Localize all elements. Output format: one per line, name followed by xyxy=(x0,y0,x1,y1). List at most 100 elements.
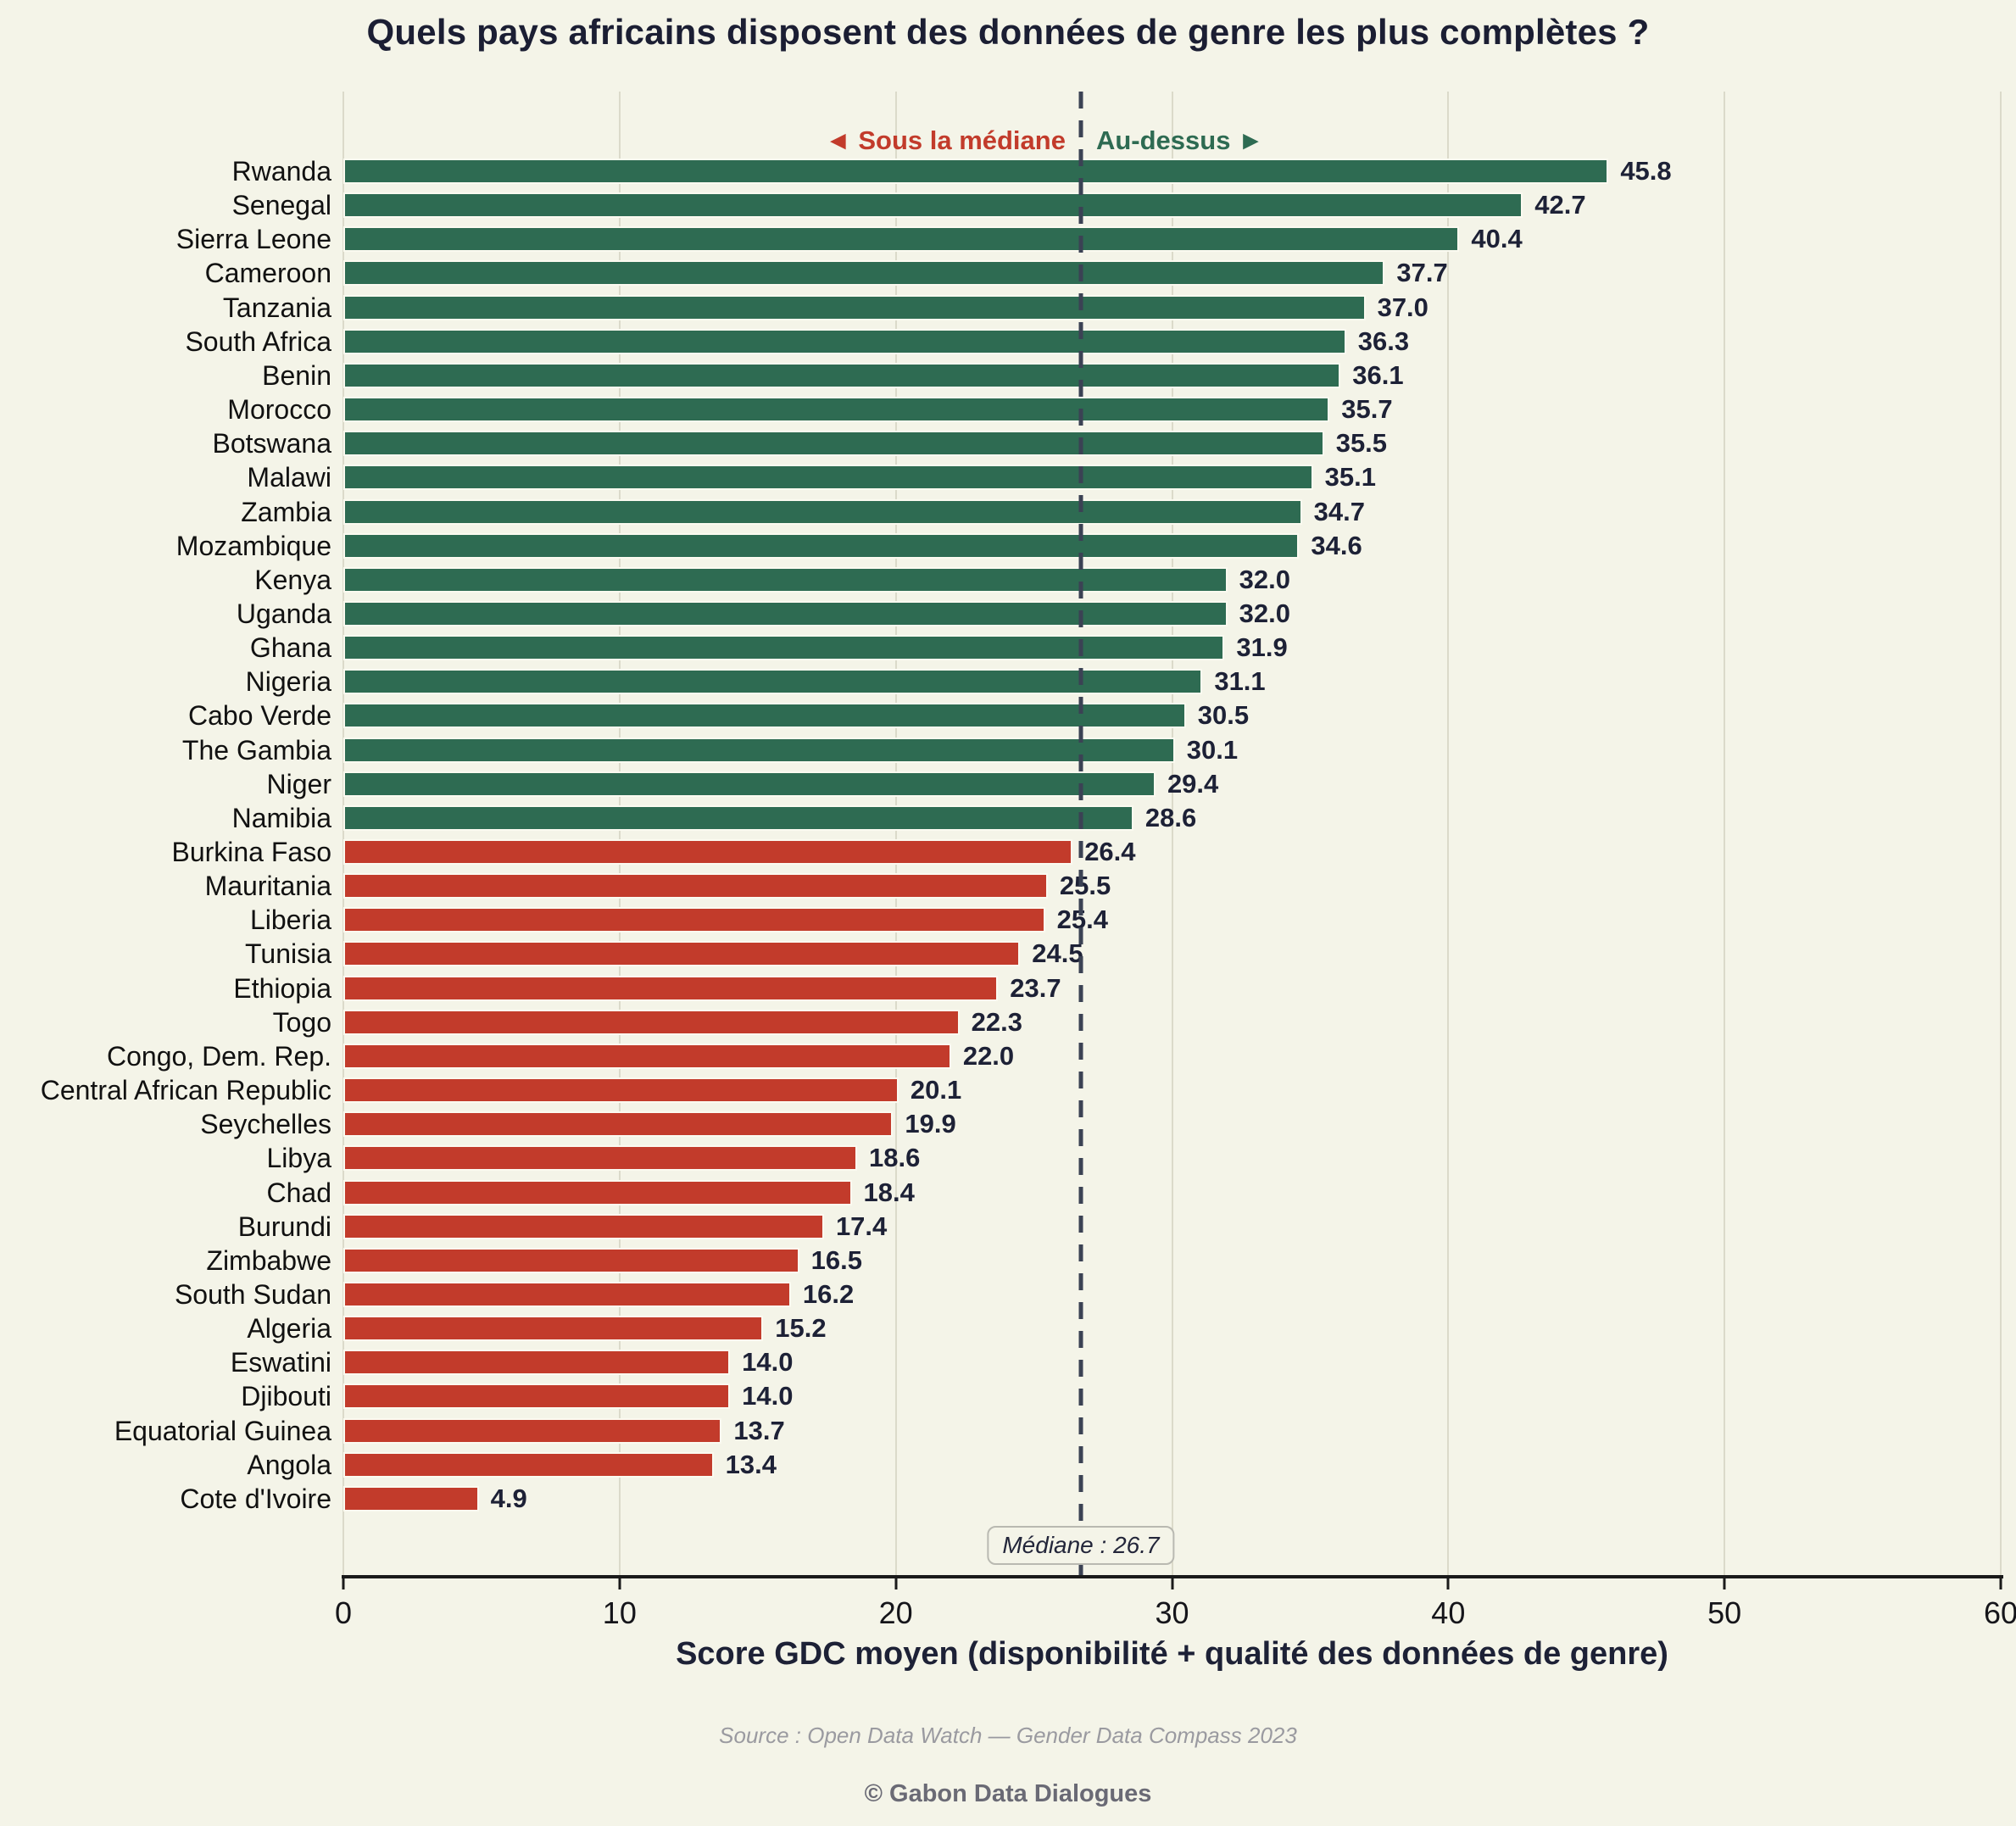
bar-row: Tunisia 24.5 xyxy=(245,938,2001,969)
bar-row: Cameroon 37.7 xyxy=(205,259,2001,287)
bar xyxy=(343,465,1313,491)
bar-row: Morocco 35.7 xyxy=(227,394,2001,425)
gridline xyxy=(1724,92,1726,1577)
country-label: Benin xyxy=(262,359,331,391)
bar xyxy=(343,907,1045,933)
bar-row: Ethiopia 23.7 xyxy=(233,975,2001,1002)
bar xyxy=(343,1179,852,1205)
bar-row: Liberia25.4 xyxy=(250,906,2001,933)
country-label: Tanzania xyxy=(222,292,331,323)
chart-title: Quels pays africains disposent des donné… xyxy=(366,12,1650,52)
bar-row: Zambia 34.7 xyxy=(241,498,2001,526)
country-label: Mauritania xyxy=(204,871,331,902)
bar xyxy=(343,804,1133,831)
value-label: 37.0 xyxy=(1377,292,1428,322)
bar xyxy=(343,600,1228,626)
value-label: 22.0 xyxy=(962,1040,1015,1071)
bar xyxy=(343,566,1228,593)
bar xyxy=(343,1451,714,1478)
country-label: Kenya xyxy=(254,564,331,595)
tick-mark xyxy=(1999,1578,2002,1589)
country-label: Chad xyxy=(266,1177,332,1208)
value-label: 18.6 xyxy=(869,1143,921,1173)
gridline xyxy=(1171,92,1173,1577)
country-label: Namibia xyxy=(231,802,331,833)
country-label: Cote d'Ivoire xyxy=(180,1483,331,1514)
bar-row: Chad 18.4 xyxy=(267,1179,2001,1206)
country-label: Morocco xyxy=(227,394,331,426)
country-label: Tunisia xyxy=(245,938,331,970)
value-label: 13.4 xyxy=(725,1449,777,1479)
country-label: Uganda xyxy=(236,598,331,629)
country-label: Djibouti xyxy=(241,1381,331,1412)
bar xyxy=(343,1009,960,1035)
value-label: 35.7 xyxy=(1341,394,1393,425)
bar xyxy=(343,839,1073,865)
bar xyxy=(343,1417,722,1444)
tick-label: 10 xyxy=(602,1595,637,1630)
bar xyxy=(343,975,999,1001)
bar xyxy=(343,703,1186,729)
value-label: 17.4 xyxy=(835,1211,888,1241)
bar xyxy=(343,1485,479,1511)
bar xyxy=(343,159,1609,184)
country-label: Seychelles xyxy=(200,1109,331,1140)
country-label: Eswatini xyxy=(230,1347,331,1378)
bar xyxy=(343,1316,764,1342)
gridline xyxy=(2000,92,2002,1577)
tick-label: 60 xyxy=(1983,1595,2016,1630)
country-label: South Africa xyxy=(185,326,331,357)
bar-row: Algeria 15.2 xyxy=(247,1313,2001,1344)
value-label: 35.5 xyxy=(1335,428,1388,459)
bar-row: South Sudan 16.2 xyxy=(175,1278,2001,1309)
value-label: 35.1 xyxy=(1324,462,1377,493)
x-axis-line xyxy=(342,1575,2003,1578)
value-label: 20.1 xyxy=(910,1075,962,1105)
bar xyxy=(343,532,1300,559)
value-label: 24.5 xyxy=(1032,938,1083,969)
bar-row: Mozambique 34.6 xyxy=(176,532,2001,559)
bar-row: Rwanda 45.8 xyxy=(232,156,2001,186)
bar-row: Seychelles 19.9 xyxy=(200,1109,2001,1139)
value-label: 26.4 xyxy=(1084,837,1136,866)
value-label: 36.1 xyxy=(1352,359,1404,390)
bar-row: Equatorial Guinea 13.7 xyxy=(114,1417,2001,1445)
bar xyxy=(343,226,1460,253)
country-label: Malawi xyxy=(247,462,331,493)
bar xyxy=(343,1350,731,1376)
tick-label: 20 xyxy=(878,1595,913,1630)
bar-row: Malawi 35.1 xyxy=(247,462,2001,493)
plot-area: ◄ Sous la médiane Au-dessus ► Médiane : … xyxy=(41,92,2016,1630)
gridline xyxy=(618,92,621,1577)
value-label: 16.2 xyxy=(802,1278,855,1309)
value-label: 15.2 xyxy=(775,1313,827,1344)
value-label: 40.4 xyxy=(1471,224,1523,254)
country-label: Burkina Faso xyxy=(171,837,331,867)
bar-row: Botswana 35.5 xyxy=(212,428,2001,459)
x-axis-title: Score GDC moyen (disponibilité + qualité… xyxy=(676,1636,1668,1672)
country-label: Libya xyxy=(266,1143,332,1174)
median-annotation: Médiane : 26.7 xyxy=(987,1526,1175,1565)
country-label: Senegal xyxy=(231,190,331,221)
bar-row: Burkina Faso 26.4 xyxy=(171,837,2001,866)
tick-label: 0 xyxy=(334,1595,353,1630)
bar xyxy=(343,1213,824,1239)
value-label: 19.9 xyxy=(905,1109,956,1139)
country-label: The Gambia xyxy=(181,734,331,765)
gridline xyxy=(1447,92,1450,1577)
bar-row: Djibouti 14.0 xyxy=(241,1383,2001,1410)
value-label: 36.3 xyxy=(1357,326,1410,356)
bar-row: Mauritania 25.5 xyxy=(205,872,2001,899)
value-label: 29.4 xyxy=(1167,768,1219,799)
source-note: Source : Open Data Watch — Gender Data C… xyxy=(719,1723,1297,1748)
value-label: 32.0 xyxy=(1239,598,1290,628)
bar xyxy=(343,669,1203,695)
tick-mark xyxy=(618,1578,621,1589)
bar xyxy=(343,1247,799,1273)
value-label: 45.8 xyxy=(1620,156,1672,186)
country-label: Angola xyxy=(247,1449,331,1480)
value-label: 14.0 xyxy=(742,1347,794,1378)
bar-row: Zimbabwe 16.5 xyxy=(206,1247,2001,1274)
country-label: Sierra Leone xyxy=(175,224,331,255)
median-line xyxy=(1078,92,1083,1577)
